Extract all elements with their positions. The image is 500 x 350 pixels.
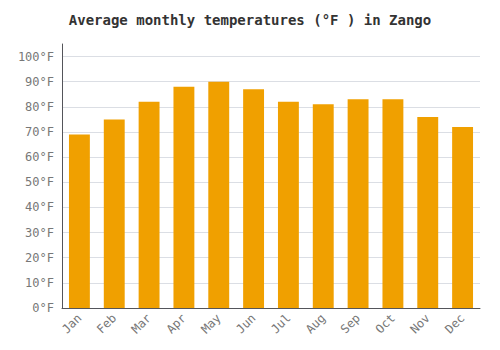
svg-text:Feb: Feb: [94, 311, 119, 336]
svg-text:Nov: Nov: [407, 311, 432, 336]
svg-text:30°F: 30°F: [25, 226, 54, 240]
svg-text:Jun: Jun: [233, 311, 258, 336]
svg-text:Dec: Dec: [442, 311, 467, 336]
svg-text:50°F: 50°F: [25, 175, 54, 189]
svg-text:Oct: Oct: [373, 311, 398, 336]
svg-text:Mar: Mar: [129, 311, 154, 336]
svg-text:100°F: 100°F: [18, 50, 54, 64]
svg-text:60°F: 60°F: [25, 150, 54, 164]
svg-text:40°F: 40°F: [25, 200, 54, 214]
svg-text:0°F: 0°F: [32, 301, 54, 315]
svg-text:May: May: [198, 311, 223, 336]
svg-text:Jan: Jan: [59, 311, 84, 336]
svg-text:Apr: Apr: [164, 311, 189, 336]
svg-text:Average monthly temperatures (: Average monthly temperatures (°F ) in Za…: [69, 12, 431, 28]
svg-text:80°F: 80°F: [25, 100, 54, 114]
svg-text:70°F: 70°F: [25, 125, 54, 139]
svg-text:Sep: Sep: [338, 311, 363, 336]
svg-text:Jul: Jul: [268, 311, 293, 336]
svg-text:90°F: 90°F: [25, 75, 54, 89]
svg-text:20°F: 20°F: [25, 251, 54, 265]
svg-text:Aug: Aug: [303, 311, 328, 336]
svg-text:10°F: 10°F: [25, 276, 54, 290]
